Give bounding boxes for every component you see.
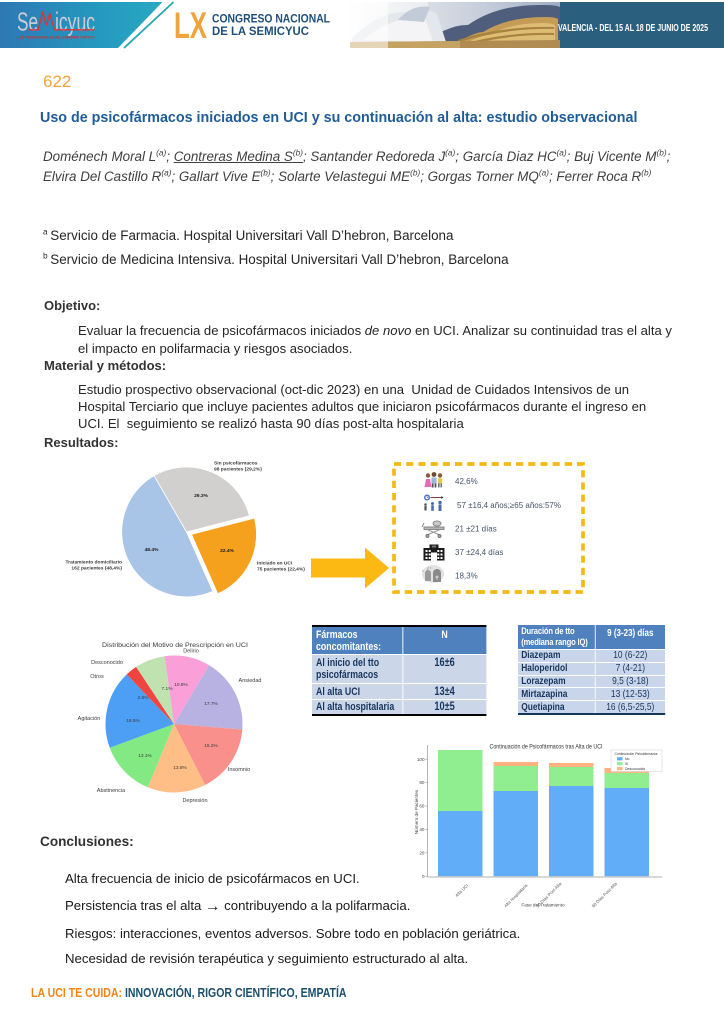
svg-text:Depresión: Depresión [182, 798, 207, 804]
svg-text:60: 60 [419, 804, 425, 809]
svg-text:17.7%: 17.7% [204, 701, 218, 707]
svg-text:No: No [625, 757, 630, 761]
svg-text:Fase del Tratamiento: Fase del Tratamiento [521, 903, 565, 908]
svg-text:icyuc: icyuc [55, 7, 95, 37]
svg-text:LX: LX [174, 5, 207, 46]
svg-text:57 ±16,4 años;≥65 años:57%: 57 ±16,4 años;≥65 años:57% [457, 501, 561, 510]
svg-text:Continuación Psicofármacos: Continuación Psicofármacos [615, 752, 658, 756]
svg-text:CONGRESO NACIONAL: CONGRESO NACIONAL [212, 12, 330, 26]
svg-text:Número de Pacientes: Número de Pacientes [414, 789, 419, 834]
svg-text:80: 80 [419, 780, 425, 785]
svg-text:16.2%: 16.2% [204, 743, 218, 749]
svg-text:21 ±21 días: 21 ±21 días [455, 525, 497, 534]
svg-text:VALENCIA - DEL 15 AL 18 DE JUN: VALENCIA - DEL 15 AL 18 DE JUNIO DE 2025 [558, 23, 708, 34]
svg-text:LOS PROFESIONALES DEL ENFERMO: LOS PROFESIONALES DEL ENFERMO CRÍTICO [17, 35, 94, 40]
svg-text:20: 20 [419, 850, 425, 855]
svg-text:18.5%: 18.5% [126, 718, 140, 724]
svg-text:Ansiedad: Ansiedad [239, 678, 262, 684]
svg-text:48.4%: 48.4% [145, 547, 160, 553]
svg-text:Abstinencia: Abstinencia [97, 788, 126, 794]
svg-text:75 pacientes (22,4%): 75 pacientes (22,4%) [257, 566, 305, 572]
svg-text:2.8%: 2.8% [138, 695, 150, 701]
svg-text:Iniciado en UCI: Iniciado en UCI [257, 561, 293, 567]
svg-text:Distribución del Motivo de Pre: Distribución del Motivo de Prescripción … [102, 642, 248, 649]
svg-text:37 ±24,4 días: 37 ±24,4 días [455, 548, 503, 557]
svg-text:Otros: Otros [90, 674, 104, 680]
svg-text:Insomnio: Insomnio [228, 767, 250, 773]
svg-text:29.3%: 29.3% [194, 493, 209, 499]
svg-text:13.8%: 13.8% [173, 765, 187, 771]
svg-text:162 pacientes (48,4%): 162 pacientes (48,4%) [71, 565, 122, 571]
svg-text:90 Días Post-Alta: 90 Días Post-Alta [591, 881, 619, 909]
svg-text:0: 0 [422, 874, 425, 879]
svg-text:Desconocido: Desconocido [91, 660, 123, 666]
svg-text:13.1%: 13.1% [138, 753, 152, 759]
svg-text:Sin psicofármacos: Sin psicofármacos [214, 461, 258, 467]
svg-text:Alta UCI: Alta UCI [454, 883, 469, 898]
svg-text:18,3%: 18,3% [455, 572, 478, 581]
svg-text:10.8%: 10.8% [174, 682, 188, 688]
svg-text:Delirio: Delirio [183, 649, 199, 655]
svg-text:Sí: Sí [625, 762, 628, 766]
svg-text:42,6%: 42,6% [455, 477, 478, 486]
svg-text:DE LA SEMICYUC: DE LA SEMICYUC [212, 24, 309, 38]
svg-text:7.1%: 7.1% [162, 686, 174, 692]
svg-text:Desconocido: Desconocido [625, 767, 645, 771]
svg-text:22.4%: 22.4% [220, 548, 235, 554]
svg-text:Tratamiento domiciliario: Tratamiento domiciliario [65, 560, 122, 566]
svg-text:Se: Se [17, 7, 38, 37]
svg-text:40: 40 [419, 827, 425, 832]
svg-text:100: 100 [417, 757, 425, 762]
svg-text:Agitación: Agitación [78, 716, 101, 722]
svg-text:98 pacientes (29,2%): 98 pacientes (29,2%) [214, 467, 262, 473]
svg-text:Continuación de Psicofármacos: Continuación de Psicofármacos tras Alta … [490, 744, 603, 751]
